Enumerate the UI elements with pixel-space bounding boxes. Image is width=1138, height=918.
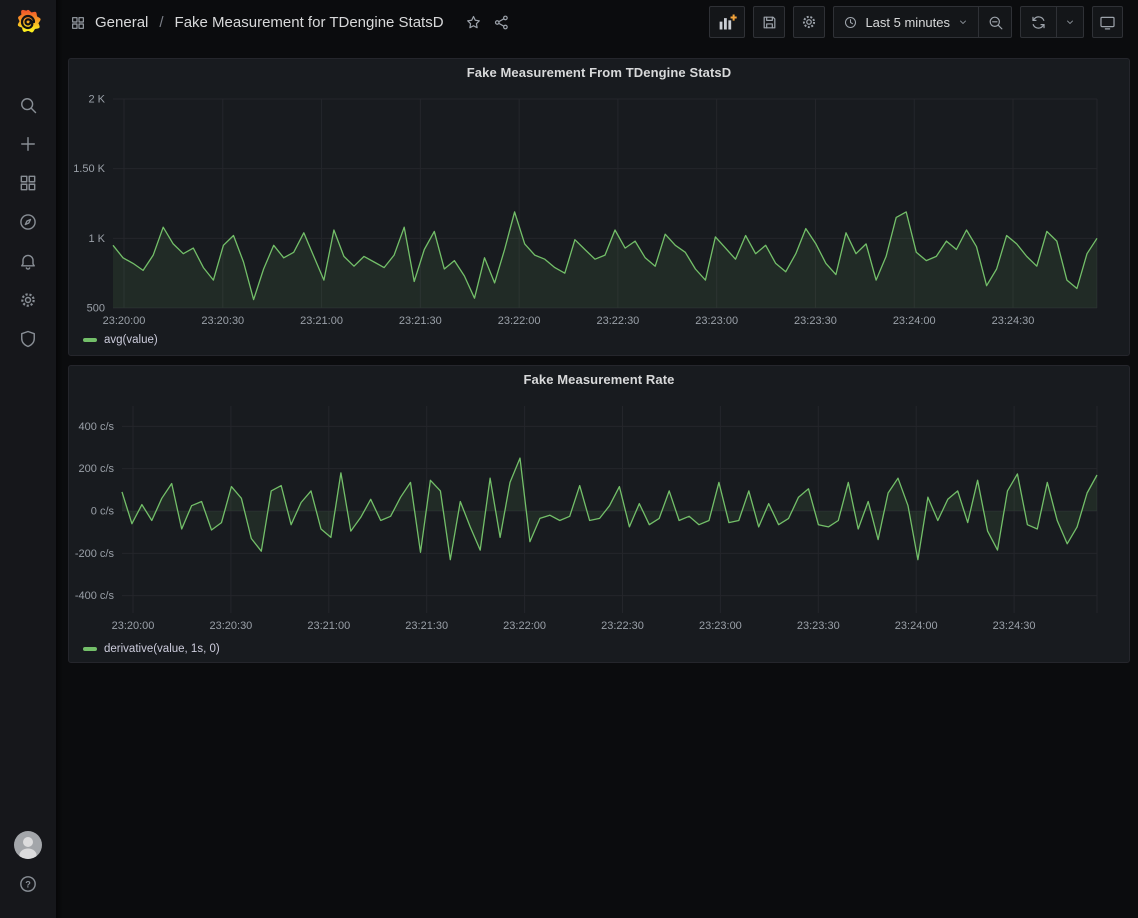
y-tick-label: -400 c/s [75, 590, 115, 602]
x-tick-label: 23:24:00 [895, 620, 938, 632]
refresh-icon [1032, 15, 1045, 29]
time-picker: Last 5 minutes [833, 6, 1012, 38]
x-tick-label: 23:21:00 [300, 315, 343, 327]
refresh-interval-dropdown[interactable] [1056, 7, 1083, 37]
x-tick-label: 23:24:30 [993, 620, 1036, 632]
save-dashboard-button[interactable] [753, 6, 786, 38]
x-tick-label: 23:21:30 [399, 315, 442, 327]
panel-fake-measurement: Fake Measurement From TDengine StatsD 23… [68, 58, 1130, 356]
chevron-down-icon [960, 20, 966, 24]
refresh-button[interactable] [1021, 7, 1056, 37]
breadcrumb: General / Fake Measurement for TDengine … [56, 9, 516, 37]
x-tick-label: 23:22:00 [498, 315, 541, 327]
x-tick-label: 23:23:30 [797, 620, 840, 632]
explore-compass-icon[interactable] [18, 212, 38, 232]
x-tick-label: 23:20:00 [112, 620, 155, 632]
x-tick-label: 23:22:30 [596, 315, 639, 327]
y-tick-label: 400 c/s [79, 421, 115, 433]
y-tick-label: 1.50 K [73, 163, 105, 175]
share-dashboard-button[interactable] [488, 9, 516, 37]
x-tick-label: 23:21:30 [405, 620, 448, 632]
top-navbar: General / Fake Measurement for TDengine … [56, 0, 1138, 45]
x-tick-label: 23:20:30 [201, 315, 244, 327]
dashboards-icon[interactable] [18, 173, 38, 193]
time-range-label: Last 5 minutes [865, 14, 950, 30]
y-tick-label: 500 [87, 303, 105, 315]
grafana-logo[interactable] [13, 7, 43, 37]
toolbar: Last 5 minutes [709, 6, 1123, 38]
panel-fake-measurement-rate: Fake Measurement Rate 23:20:00 23:20:30 23… [68, 365, 1130, 663]
configuration-gear-icon[interactable] [18, 290, 38, 310]
monitor-icon [1100, 16, 1115, 29]
x-tick-label: 23:21:00 [307, 620, 350, 632]
zoom-out-icon [989, 16, 1002, 29]
legend-label: derivative(value, 1s, 0) [104, 643, 220, 655]
y-tick-label: -200 c/s [75, 548, 115, 560]
x-tick-label: 23:23:00 [695, 315, 738, 327]
y-tick-label: 0 c/s [91, 505, 115, 517]
x-tick-label: 23:23:00 [699, 620, 742, 632]
dashboard-settings-button[interactable] [793, 6, 826, 38]
time-series-plot[interactable]: 23:20:00 23:20:30 23:21:00 23:21:30 23:22:00… [69, 366, 1131, 664]
x-tick-label: 23:24:30 [992, 315, 1035, 327]
legend-swatch [83, 338, 97, 342]
sidebar: ? [0, 0, 56, 918]
svg-text:?: ? [25, 879, 31, 889]
cycle-view-mode-button[interactable] [1092, 6, 1123, 38]
help-icon[interactable]: ? [18, 874, 38, 894]
alerting-bell-icon[interactable] [18, 251, 38, 271]
time-series-plot[interactable]: 23:20:00 23:20:30 23:21:00 23:21:30 23:22:00… [69, 59, 1131, 357]
legend-item[interactable]: derivative(value, 1s, 0) [83, 643, 220, 655]
server-admin-shield-icon[interactable] [18, 329, 38, 349]
x-tick-label: 23:23:30 [794, 315, 837, 327]
chevron-down-icon [1067, 20, 1073, 24]
y-tick-label: 200 c/s [79, 463, 115, 475]
refresh-group [1020, 6, 1084, 38]
add-panel-button[interactable] [709, 6, 746, 38]
sidebar-shadow [56, 0, 63, 918]
dashboard-grid-icon[interactable] [70, 15, 86, 31]
page-title: Fake Measurement for TDengine StatsD [174, 14, 444, 31]
zoom-out-time-button[interactable] [978, 7, 1011, 37]
search-icon[interactable] [18, 95, 38, 115]
y-tick-label: 2 K [88, 94, 105, 106]
legend-item[interactable]: avg(value) [83, 334, 158, 346]
star-dashboard-button[interactable] [460, 9, 488, 37]
x-tick-label: 23:24:00 [893, 315, 936, 327]
clock-icon [845, 16, 857, 28]
time-range-button[interactable]: Last 5 minutes [834, 7, 978, 37]
y-tick-label: 1 K [88, 233, 105, 245]
breadcrumb-separator: / [159, 14, 164, 31]
panel-title[interactable]: Fake Measurement Rate [523, 372, 675, 387]
x-tick-label: 23:20:00 [103, 315, 146, 327]
legend-swatch [83, 647, 97, 651]
x-tick-label: 23:22:00 [503, 620, 546, 632]
panel-title[interactable]: Fake Measurement From TDengine StatsD [466, 65, 732, 80]
breadcrumb-folder[interactable]: General [95, 14, 149, 31]
x-tick-label: 23:20:30 [209, 620, 252, 632]
x-tick-label: 23:22:30 [601, 620, 644, 632]
user-avatar[interactable] [13, 830, 43, 860]
create-icon[interactable] [18, 134, 38, 154]
legend-label: avg(value) [104, 334, 158, 346]
